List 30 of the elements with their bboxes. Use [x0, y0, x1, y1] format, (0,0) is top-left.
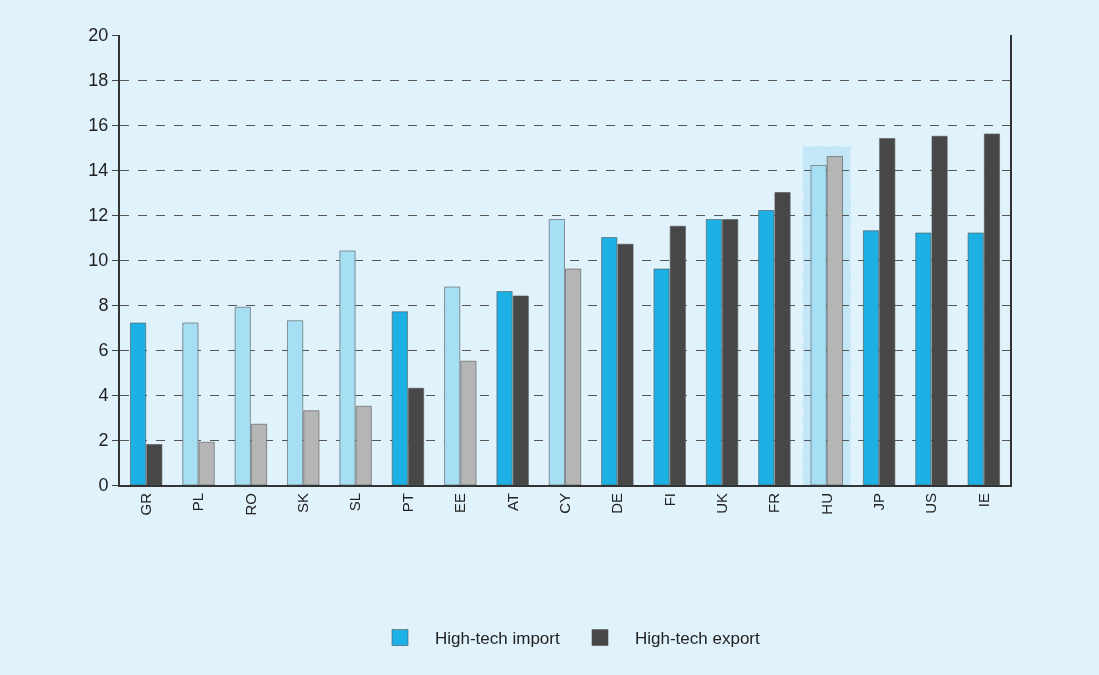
x-tick-label: PT [398, 493, 416, 513]
x-tick-label: PL [189, 493, 207, 512]
x-tick-label: SL [346, 493, 364, 512]
legend-label: High-tech import [435, 629, 560, 649]
y-tick-label: 20 [88, 25, 109, 46]
x-tick-label: FI [660, 493, 678, 507]
y-tick-label: 10 [88, 250, 109, 271]
x-tick-label: FR [765, 492, 783, 513]
x-tick-label: DE [608, 493, 626, 514]
y-tick-label: 6 [98, 340, 109, 361]
x-tick-label: US [922, 493, 940, 514]
x-tick-label: UK [712, 493, 730, 514]
legend-label: High-tech export [634, 629, 760, 649]
y-tick-label: 4 [98, 385, 109, 406]
x-tick-label: JP [869, 493, 887, 511]
y-tick-label: 16 [88, 115, 109, 136]
x-tick-label: EE [451, 493, 469, 514]
x-tick-label: GR [137, 492, 155, 516]
y-tick-label: 14 [88, 160, 109, 181]
x-tick-label: SK [294, 493, 312, 514]
x-tick-label: HU [817, 493, 835, 515]
y-tick-label: 0 [98, 475, 109, 496]
x-tick-label: IE [974, 493, 992, 508]
x-tick-label: CY [555, 493, 573, 514]
x-tick-label: AT [503, 493, 521, 512]
y-tick-label: 8 [98, 295, 109, 316]
y-tick-label: 12 [88, 205, 109, 226]
y-tick-label: 18 [88, 70, 109, 91]
x-tick-label: RO [241, 493, 259, 516]
y-tick-label: 2 [98, 430, 109, 451]
